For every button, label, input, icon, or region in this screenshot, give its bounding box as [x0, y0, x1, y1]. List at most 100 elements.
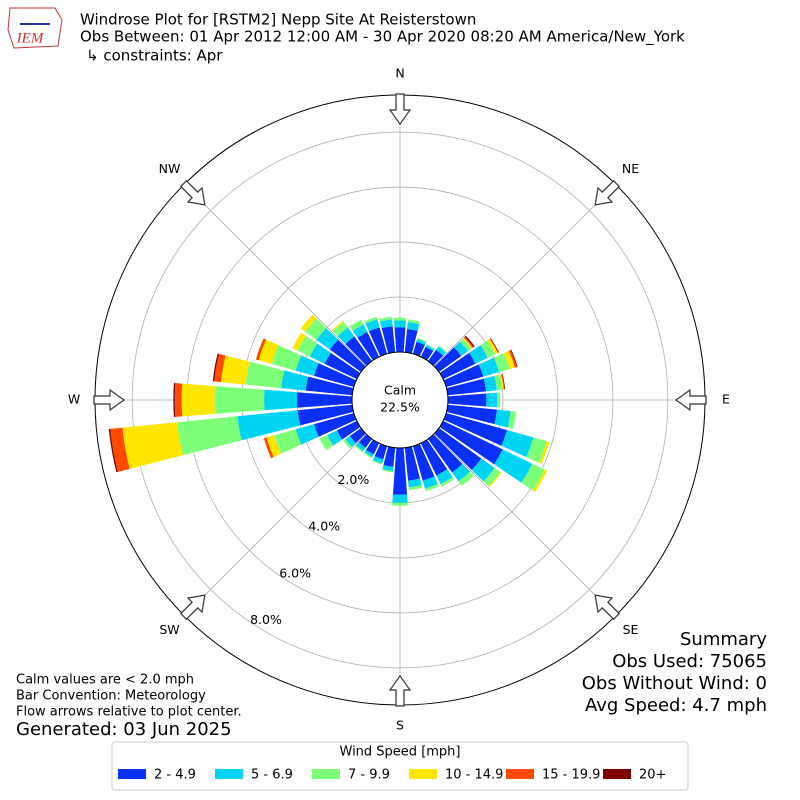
summary-line: Summary — [680, 629, 767, 650]
bar-segment — [428, 434, 463, 473]
bar-segment — [379, 316, 392, 322]
bar-segment — [309, 343, 331, 364]
logo-text: IEM — [16, 30, 45, 46]
flow-arrow — [388, 674, 412, 707]
bar-segment — [439, 352, 476, 380]
bar-segment — [297, 335, 318, 357]
bar-segment — [392, 502, 408, 506]
bar-segment — [478, 357, 500, 377]
legend-swatch — [506, 769, 534, 779]
legend-swatch — [118, 769, 146, 779]
legend-label: 7 - 9.9 — [348, 768, 390, 783]
legend-swatch — [215, 769, 243, 779]
bar-segment — [220, 355, 250, 385]
bar-segment — [174, 383, 183, 417]
bar-segment — [300, 314, 317, 332]
bar-segment — [349, 319, 364, 331]
bar-segment — [424, 483, 439, 492]
bar-segment — [494, 409, 511, 428]
bar-segment — [501, 430, 534, 458]
bar-segment — [354, 445, 364, 453]
bar-segment — [493, 353, 510, 373]
logo: IEM — [7, 7, 63, 49]
r-tick-label: 2.0% — [337, 472, 369, 487]
bar-segment — [499, 374, 504, 390]
bar-segment — [349, 428, 366, 444]
bar-segment — [454, 341, 468, 356]
bar-segment — [420, 346, 434, 361]
bar-segment — [393, 317, 407, 321]
flow-arrow — [594, 179, 621, 206]
bar-segment — [420, 439, 448, 476]
r-tick-label: 8.0% — [250, 612, 282, 627]
flow-arrow-shape — [594, 179, 621, 206]
legend-box — [111, 741, 689, 791]
bar-segment — [464, 335, 475, 348]
r-tick-label: 6.0% — [279, 565, 311, 580]
bar-segment — [316, 328, 339, 350]
flow-arrow — [179, 179, 206, 206]
bar-segment — [471, 458, 495, 482]
bar-segment — [358, 434, 372, 448]
summary-line: Obs Used: 75065 — [612, 651, 767, 672]
radial-grid-line — [433, 433, 616, 616]
calm-label: Calm — [384, 383, 416, 398]
bar-segment — [368, 327, 388, 357]
bar-segment — [314, 412, 357, 437]
bar-segment — [345, 336, 372, 366]
flow-arrow — [179, 594, 206, 621]
flow-arrow — [594, 594, 621, 621]
calm-circle — [351, 351, 449, 449]
bar-segment — [503, 350, 516, 370]
bar-segment — [462, 337, 473, 349]
bar-segment — [364, 316, 378, 324]
bar-segment — [295, 424, 319, 445]
bar-segment — [488, 472, 502, 488]
direction-label: SW — [159, 622, 179, 637]
r-tick-label: 4.0% — [308, 519, 340, 534]
bar-segment — [214, 353, 226, 383]
direction-label: E — [722, 392, 730, 407]
summary-line: Avg Speed: 4.7 mph — [585, 695, 767, 716]
flow-arrow-shape — [388, 93, 412, 126]
bar-segment — [381, 326, 396, 354]
chart-subtitle: Obs Between: 01 Apr 2012 12:00 AM - 30 A… — [80, 28, 685, 47]
bar-segment — [394, 320, 406, 328]
bar-segment — [383, 446, 396, 467]
bar-segment — [281, 370, 309, 391]
bar-segment — [110, 427, 130, 472]
bar-segment — [446, 378, 487, 396]
flow-arrow-shape — [674, 388, 707, 412]
bar-segment — [501, 374, 505, 390]
bar-segment — [245, 361, 285, 389]
bar-segment — [343, 439, 352, 449]
flow-arrow — [93, 388, 126, 412]
bar-segment — [487, 338, 498, 355]
bar-segment — [440, 477, 455, 487]
bar-segment — [446, 404, 497, 425]
radial-grid-line — [184, 433, 367, 616]
bar-segment — [374, 443, 388, 460]
bar-segment — [407, 319, 421, 325]
bar-segment — [327, 430, 343, 446]
note-line: Flow arrows relative to plot center. — [16, 705, 242, 720]
bar-segment — [434, 428, 482, 470]
bar-segment — [439, 420, 503, 465]
bar-segment — [483, 375, 497, 392]
legend-swatch — [312, 769, 340, 779]
bar-segment — [422, 476, 438, 489]
bar-segment — [490, 338, 499, 353]
bar-segment — [295, 355, 319, 376]
summary-line: Obs Without Wind: 0 — [582, 673, 767, 694]
flow-arrow — [674, 388, 707, 412]
bar-segment — [407, 322, 420, 331]
direction-label: NW — [159, 161, 181, 176]
bar-segment — [357, 331, 380, 361]
legend-label: 2 - 4.9 — [154, 768, 196, 783]
bar-segment — [365, 439, 380, 455]
legend-label: 10 - 14.9 — [445, 768, 503, 783]
bar-segment — [305, 318, 327, 340]
bar-segment — [364, 449, 374, 457]
legend-swatch — [409, 769, 437, 779]
